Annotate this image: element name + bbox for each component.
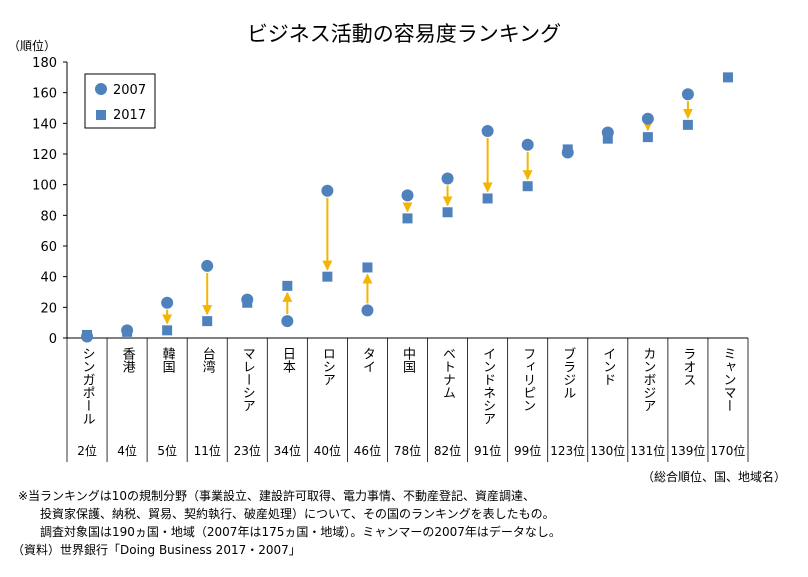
axis-caption: （総合順位、国、地域名） — [641, 470, 786, 484]
category-label: ロシア — [320, 347, 335, 386]
legend-label-2017: 2017 — [113, 108, 146, 123]
legend-label-2007: 2007 — [113, 83, 146, 98]
marker-2007 — [241, 293, 254, 306]
rank-label: 130位 — [590, 443, 625, 458]
category-label: シンガポール — [80, 347, 95, 425]
marker-2017 — [202, 316, 213, 327]
y-tick-label: 160 — [32, 87, 57, 102]
marker-2007 — [121, 324, 134, 337]
category-label: インド — [600, 347, 615, 386]
chart-plot: 0 20 40 60 80 100 120 140 160 180 シンガポール 2位 香港 4位 韓国 5… — [32, 56, 749, 462]
y-tick-label: 60 — [40, 240, 57, 255]
marker-2007 — [481, 125, 494, 137]
category-label: 中国 — [400, 347, 415, 373]
marker-2017 — [402, 213, 413, 224]
rank-label: 170位 — [711, 443, 746, 458]
category-label: フィリピン — [520, 347, 535, 412]
chart-title: ビジネス活動の容易度ランキング — [246, 22, 562, 46]
marker-2007 — [601, 126, 614, 139]
marker-2017 — [282, 280, 293, 291]
marker-2007 — [361, 304, 374, 317]
legend: 2007 2017 — [84, 73, 156, 129]
category-label: 日本 — [280, 347, 296, 373]
category-label: インドネシア — [480, 347, 495, 425]
marker-2007 — [441, 172, 454, 185]
y-tick-label: 180 — [32, 56, 57, 71]
source-note: （資料）世界銀行「Doing Business 2017・2007」 — [12, 543, 301, 557]
change-arrows — [162, 101, 693, 325]
rank-label: 82位 — [434, 443, 461, 458]
marker-2017 — [322, 271, 333, 282]
y-tick-label: 0 — [49, 332, 57, 347]
marker-2017 — [602, 133, 613, 144]
note-line-2: 投資家保護、納税、貿易、契約執行、破産処理）について、その国のランキングを表した… — [40, 507, 555, 521]
marker-2007 — [641, 112, 654, 125]
category-labels: シンガポール 2位 香港 4位 韓国 5位 台湾 11位 マレーシア 23位 日本 34位 ロシア 40位… — [77, 346, 745, 458]
marker-2017 — [362, 262, 373, 273]
y-axis-unit-label: （順位） — [8, 39, 57, 53]
marker-2007 — [561, 146, 574, 159]
marker-2017 — [522, 181, 533, 192]
rank-label: 131位 — [630, 443, 665, 458]
rank-label: 2位 — [77, 443, 97, 458]
y-tick-label: 80 — [40, 209, 57, 224]
y-tick-label: 40 — [40, 271, 57, 286]
note-line-3: 調査対象国は190ヵ国・地域（2007年は175ヵ国・地域）。ミャンマーの200… — [40, 525, 561, 539]
rank-label: 78位 — [394, 443, 421, 458]
marker-2017 — [442, 207, 453, 218]
marker-2017 — [162, 325, 173, 336]
marker-2007 — [401, 189, 414, 202]
rank-label: 139位 — [670, 443, 705, 458]
marker-2017 — [682, 119, 693, 130]
rank-label: 34位 — [274, 443, 301, 458]
legend-marker-2017 — [96, 110, 106, 120]
y-tick-label: 140 — [32, 117, 57, 132]
data-markers — [81, 72, 733, 343]
rank-label: 23位 — [234, 443, 261, 458]
y-tick-label: 100 — [32, 179, 57, 194]
marker-2007 — [81, 330, 94, 343]
rank-label: 4位 — [117, 443, 137, 458]
category-label: ミャンマー — [720, 347, 735, 412]
rank-label: 40位 — [314, 443, 341, 458]
category-label: ブラジル — [560, 346, 575, 399]
marker-2007 — [681, 88, 694, 101]
legend-marker-2007 — [95, 83, 107, 95]
category-label: ラオス — [680, 347, 695, 386]
y-tick-label: 120 — [32, 148, 57, 163]
category-label: カンボジア — [640, 347, 655, 412]
marker-2007 — [161, 296, 174, 309]
y-tick-label: 20 — [40, 301, 57, 316]
marker-2007 — [281, 315, 294, 328]
marker-2017 — [642, 132, 653, 143]
note-line-1: ※当ランキングは10の規制分野（事業設立、建設許可取得、電力事情、不動産登記、資… — [18, 489, 535, 503]
marker-2007 — [321, 184, 334, 197]
marker-2017 — [722, 72, 733, 83]
rank-label: 46位 — [354, 443, 381, 458]
category-label: マレーシア — [240, 347, 255, 412]
category-label: タイ — [360, 347, 375, 373]
rank-label: 91位 — [474, 443, 501, 458]
rank-label: 5位 — [157, 443, 177, 458]
category-label: 台湾 — [200, 347, 216, 373]
rank-label: 11位 — [194, 443, 221, 458]
rank-label: 99位 — [514, 443, 541, 458]
category-label: 韓国 — [160, 347, 176, 373]
marker-2007 — [521, 138, 534, 151]
marker-2007 — [201, 259, 214, 272]
category-label: 香港 — [120, 347, 135, 373]
category-label: ベトナム — [440, 347, 456, 399]
axes: 0 20 40 60 80 100 120 140 160 180 — [32, 56, 749, 462]
marker-2017 — [482, 193, 493, 204]
rank-label: 123位 — [550, 443, 585, 458]
